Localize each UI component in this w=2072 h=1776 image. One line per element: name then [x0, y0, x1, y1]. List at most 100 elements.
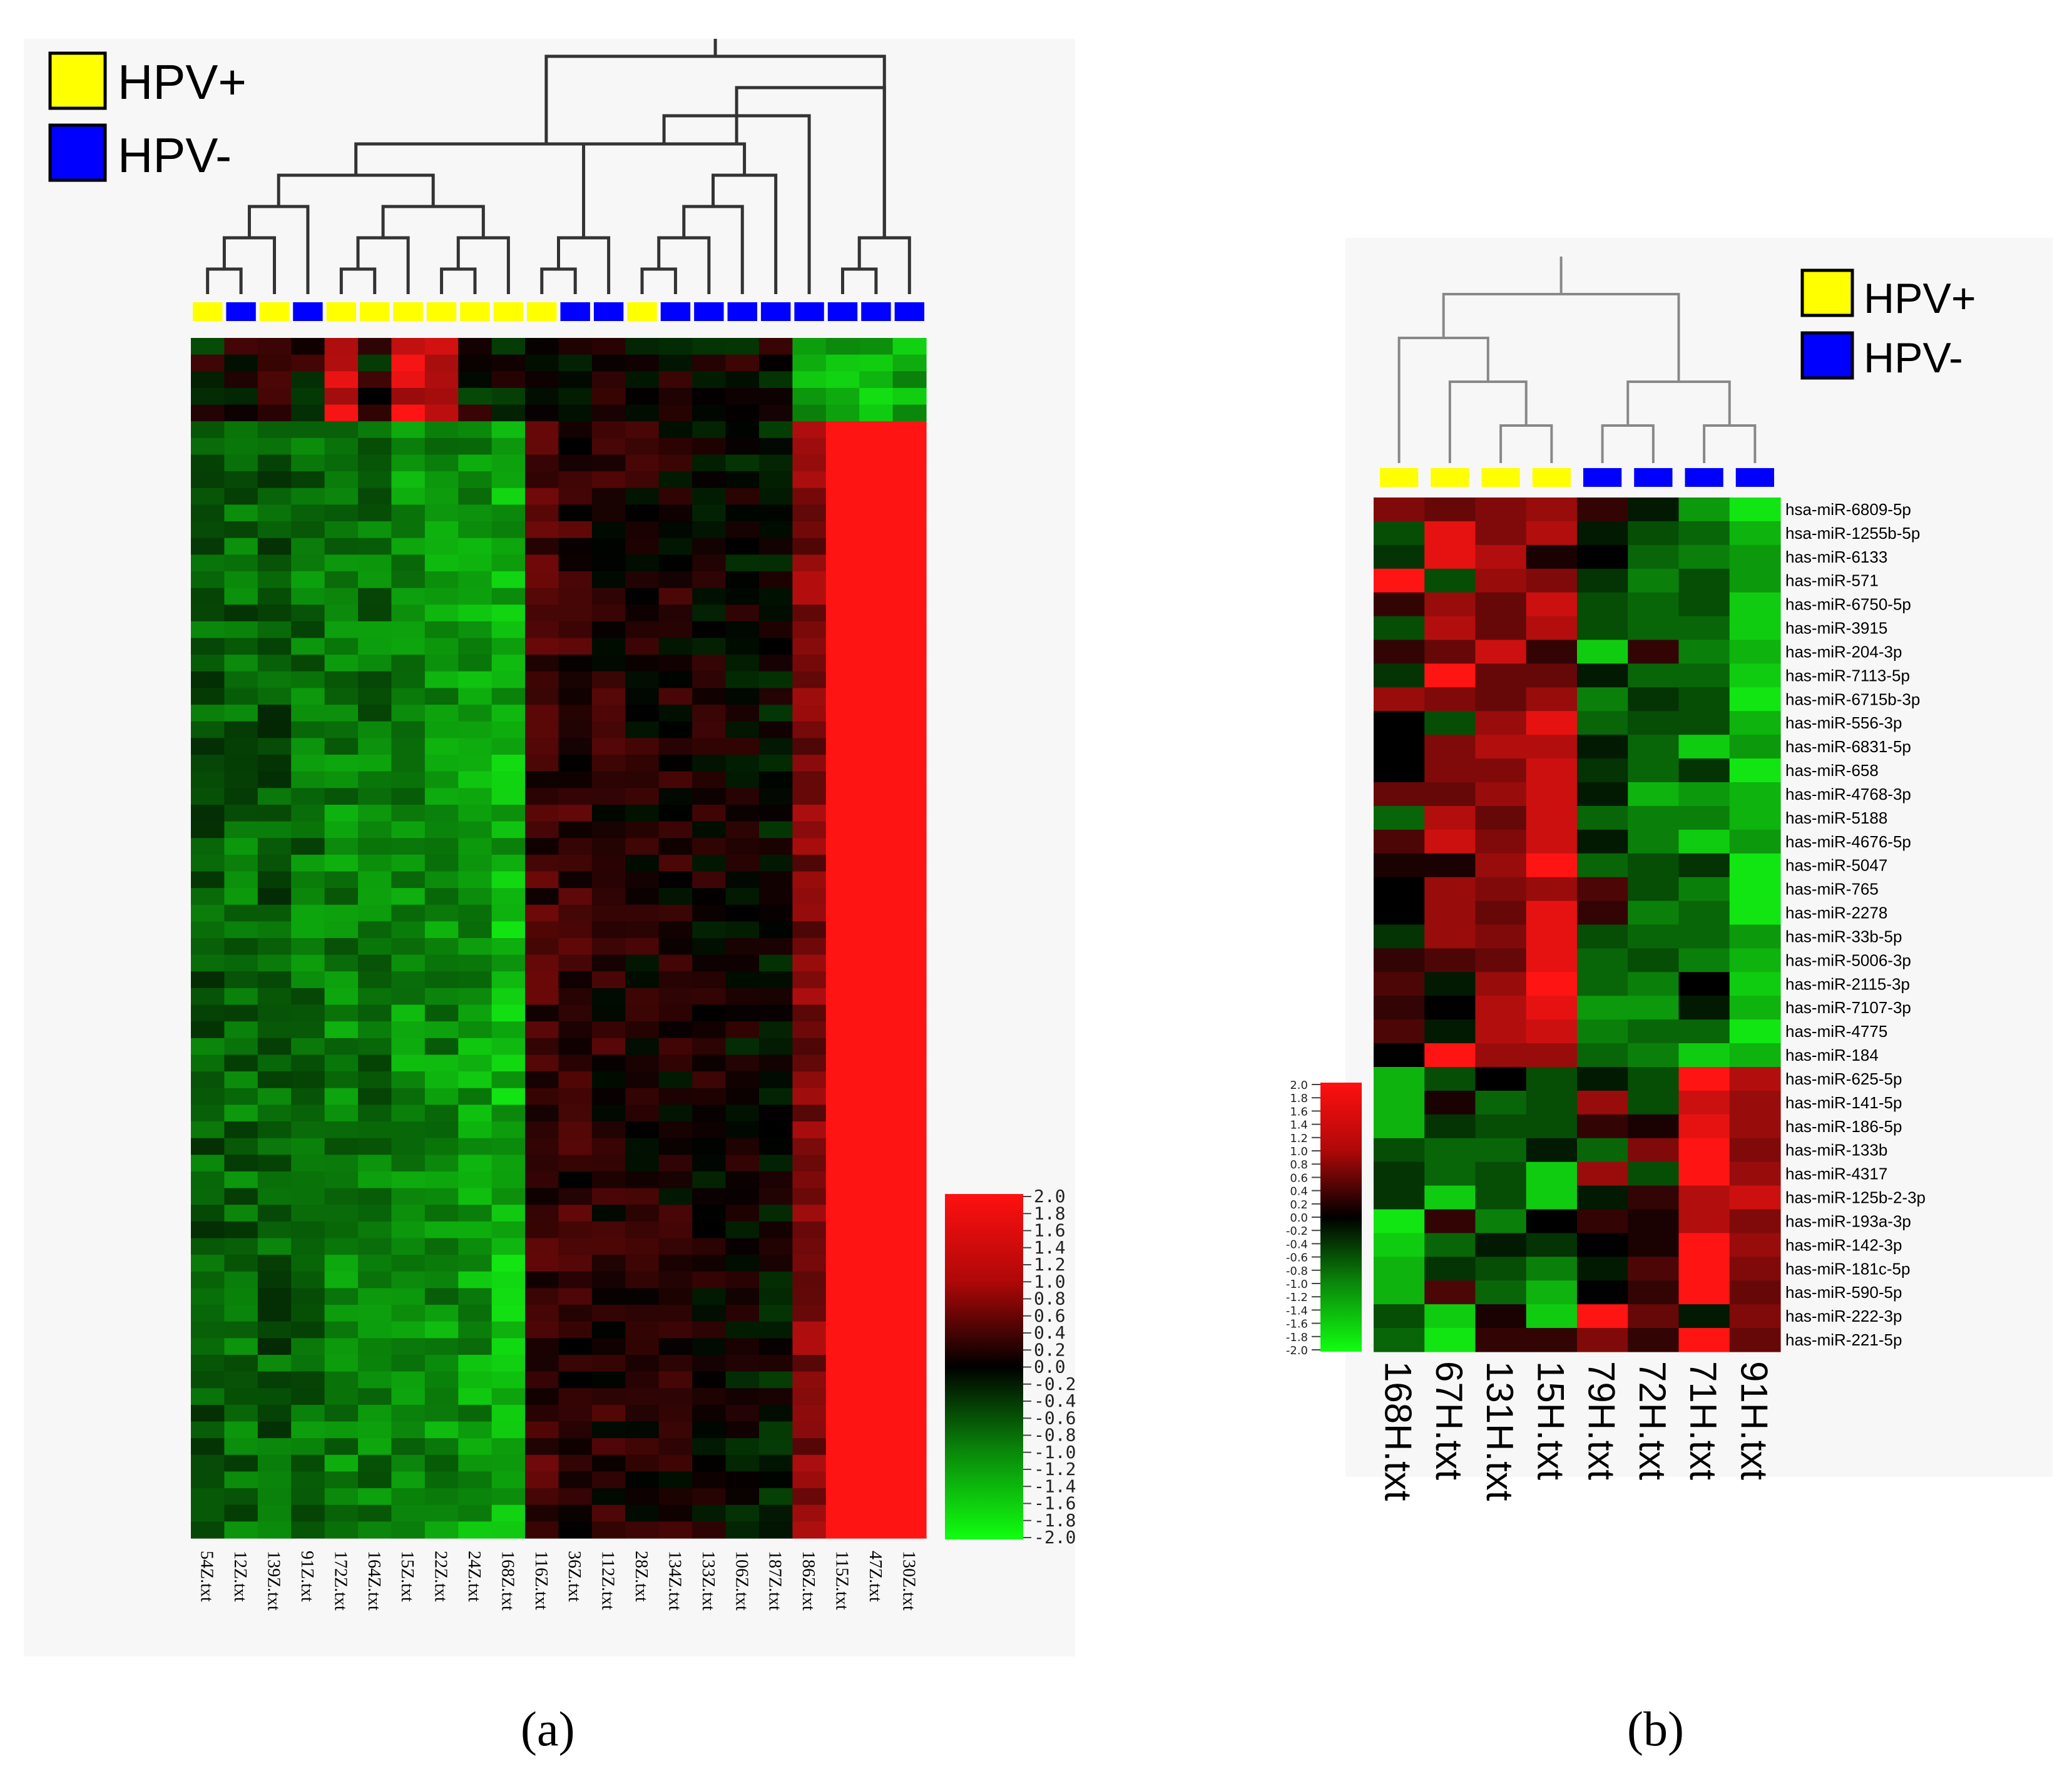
- heat-a-cell: [658, 1371, 693, 1389]
- heat-b-cell: [1577, 901, 1628, 926]
- heat-a-cell: [692, 1188, 727, 1205]
- heat-a-cell: [558, 1471, 593, 1489]
- heat-a-cell: [491, 1305, 526, 1322]
- heat-b-cell: [1526, 924, 1578, 949]
- heat-b-cell: [1628, 829, 1680, 854]
- heat-a-cell: [625, 638, 660, 655]
- heat-a-cell: [291, 1255, 325, 1272]
- heat-a-cell: [792, 1255, 827, 1272]
- heat-a-cell: [591, 1054, 626, 1072]
- heat-a-cell: [892, 705, 927, 722]
- heat-a-cell: [625, 671, 660, 689]
- heat-a-cell: [892, 1471, 927, 1489]
- heat-a-cell: [391, 1054, 426, 1072]
- heat-a-cell: [458, 754, 492, 772]
- heat-b-cell: [1424, 1328, 1476, 1352]
- heat-a-cell: [525, 738, 559, 755]
- heat-a-cell: [758, 821, 793, 839]
- heat-a-cell: [625, 705, 660, 722]
- heat-a-cell: [625, 487, 660, 505]
- heat-a-cell: [692, 571, 727, 589]
- heat-a-cell: [625, 1421, 660, 1439]
- heat-b-cell: [1526, 1067, 1578, 1091]
- heat-a-cell: [491, 571, 526, 589]
- heat-b-cell: [1678, 498, 1730, 522]
- heat-a-cell: [424, 688, 459, 705]
- heat-a-cell: [257, 471, 292, 489]
- heat-a-cell: [792, 1038, 827, 1056]
- heat-a-cell: [324, 638, 359, 655]
- panel-a-legend: HPV+ HPV-: [48, 51, 247, 183]
- heat-a-cell: [358, 1255, 392, 1272]
- heat-a-cell: [692, 1271, 727, 1289]
- heat-a-cell: [257, 688, 292, 705]
- heat-a-cell: [491, 671, 526, 689]
- heat-a-cell: [257, 554, 292, 572]
- heat-a-cell: [658, 721, 693, 738]
- heat-a-cell: [224, 954, 258, 972]
- heat-a-cell: [324, 788, 359, 805]
- heat-a-cell: [191, 854, 225, 872]
- heat-b-cell: [1424, 1114, 1476, 1139]
- column-label-b: 71H.txt: [1682, 1361, 1724, 1480]
- heat-a-cell: [658, 821, 693, 839]
- heat-b-cell: [1577, 805, 1628, 830]
- scale-b-tick-label: 1.2: [1290, 1132, 1308, 1145]
- heat-a-cell: [825, 1155, 860, 1172]
- heat-a-cell: [458, 821, 492, 839]
- heat-a-cell: [358, 804, 392, 822]
- heat-a-cell: [892, 804, 927, 822]
- heat-a-cell: [658, 1155, 693, 1172]
- heat-b-cell: [1374, 829, 1425, 854]
- column-label-a: 112Z.txt: [598, 1551, 618, 1610]
- heat-a-cell: [191, 437, 225, 456]
- heat-a-cell: [358, 1438, 392, 1456]
- heat-a-cell: [792, 1504, 827, 1522]
- heat-a-cell: [257, 1321, 292, 1339]
- heat-a-cell: [692, 1054, 727, 1072]
- heat-a-cell: [291, 1054, 325, 1072]
- heat-a-cell: [692, 554, 727, 572]
- heat-a-cell: [224, 571, 258, 589]
- heat-a-cell: [825, 1121, 860, 1139]
- heat-a-cell: [658, 804, 693, 822]
- heat-a-cell: [758, 1454, 793, 1472]
- heat-a-cell: [424, 1255, 459, 1272]
- group-marker-a-21: [894, 302, 924, 321]
- heat-a-cell: [725, 1305, 760, 1322]
- heat-a-cell: [825, 1021, 860, 1039]
- heat-a-cell: [892, 671, 927, 689]
- heat-a-cell: [191, 954, 225, 972]
- panel-b-dendrogram: [1397, 257, 1757, 463]
- heat-a-cell: [358, 1371, 392, 1389]
- heat-a-cell: [358, 1188, 392, 1205]
- heat-a-cell: [224, 771, 258, 788]
- heat-a-cell: [792, 1338, 827, 1355]
- heat-a-cell: [391, 1421, 426, 1439]
- heat-a-cell: [625, 1338, 660, 1355]
- heat-b-cell: [1577, 735, 1628, 759]
- column-label-a: 106Z.txt: [732, 1551, 751, 1611]
- heat-b-cell: [1374, 1043, 1425, 1068]
- heat-a-cell: [391, 554, 426, 572]
- heat-a-cell: [291, 938, 325, 956]
- group-marker-a-4: [326, 302, 357, 321]
- heat-a-cell: [257, 538, 292, 555]
- heat-b-cell: [1628, 996, 1680, 1020]
- color-scale-a-ticks: 2.01.81.61.41.21.00.80.60.40.20.0-0.2-0.…: [1023, 1186, 1076, 1548]
- heat-a-cell: [625, 1454, 660, 1472]
- heat-a-cell: [458, 437, 492, 456]
- heat-b-cell: [1526, 853, 1578, 878]
- heat-a-cell: [358, 1238, 392, 1255]
- heat-a-cell: [257, 988, 292, 1006]
- row-label-b: has-miR-625-5p: [1785, 1069, 1902, 1088]
- heat-a-cell: [892, 338, 927, 355]
- heat-a-cell: [558, 338, 593, 355]
- heat-a-cell: [558, 404, 593, 422]
- heat-a-cell: [424, 588, 459, 605]
- heat-b-cell: [1577, 498, 1628, 522]
- heat-a-cell: [191, 1138, 225, 1155]
- heat-a-cell: [558, 621, 593, 639]
- heat-a-cell: [358, 1521, 392, 1539]
- heat-a-cell: [692, 821, 727, 839]
